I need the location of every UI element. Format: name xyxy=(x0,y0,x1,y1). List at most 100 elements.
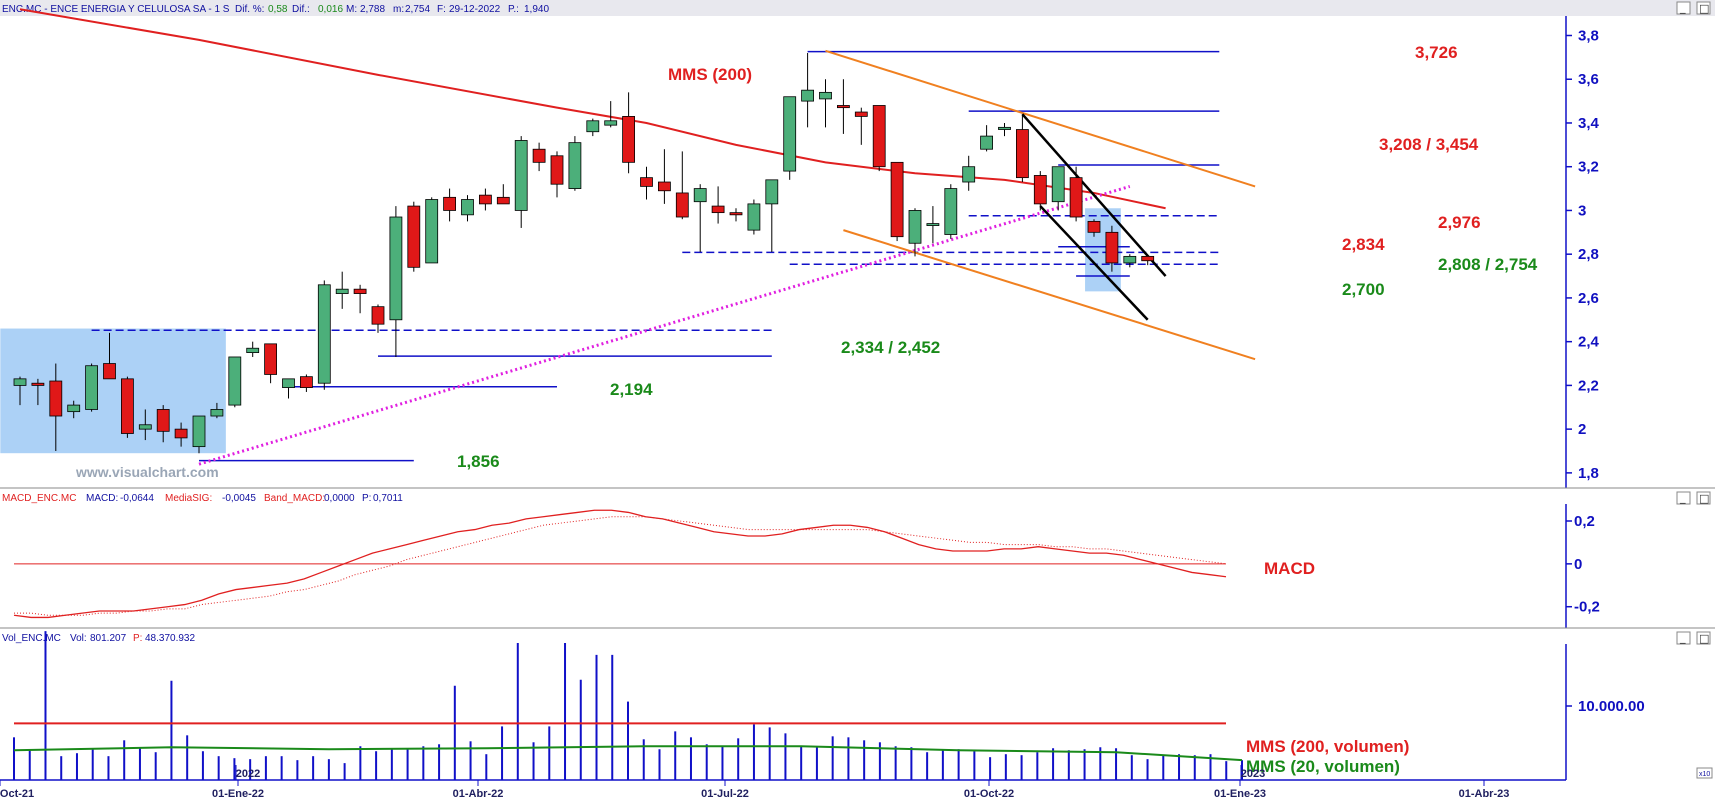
scale-corner-label: x10 xyxy=(1699,771,1710,778)
price-y-axis: 1,8 2 2,2 2,4 2,6 2,8 3 3,2 3,4 3,6 3,8 xyxy=(1566,27,1600,482)
label-mms200-vol: MMS (200, volumen) xyxy=(1246,737,1409,756)
label-2976: 2,976 xyxy=(1438,213,1481,232)
candle-body xyxy=(962,166,976,183)
channel-upper-line xyxy=(825,49,1256,188)
price-tick-label: 2,4 xyxy=(1578,334,1600,351)
candle-body xyxy=(801,89,814,102)
candle-body xyxy=(640,177,653,187)
price-tick-label: 3,4 xyxy=(1578,115,1600,132)
mms200-line xyxy=(19,8,1166,210)
price-header-p: 1,940 xyxy=(524,4,549,15)
candle-body xyxy=(425,199,439,264)
candle-body xyxy=(174,428,188,439)
vol-header-vol: 801.207 xyxy=(90,633,127,644)
macd-minimize-button[interactable] xyxy=(1676,491,1691,505)
candle-body xyxy=(747,203,761,231)
year-marker-label: 2022 xyxy=(236,768,260,780)
vol-minimize-icon: _ xyxy=(1679,631,1686,644)
price-header-difpct-label: Dif. %: xyxy=(235,4,264,15)
candle-body xyxy=(1123,255,1137,264)
vol-maximize-button[interactable] xyxy=(1696,631,1711,645)
price-window-buttons[interactable]: _ □ xyxy=(1676,1,1711,15)
watermark: www.visualchart.com xyxy=(75,464,219,480)
macd-header-sig: -0,0045 xyxy=(222,493,256,504)
price-tick-label: 2,8 xyxy=(1578,246,1599,263)
wedge-lower-line xyxy=(1039,205,1149,321)
candle-body xyxy=(711,205,725,214)
macd-tick-label: 0 xyxy=(1574,556,1582,573)
macd-header-sig-label: MediaSIG: xyxy=(165,493,212,504)
candle-body xyxy=(461,199,474,216)
macd-header-prefix: MACD_ENC.MC xyxy=(2,493,76,504)
price-tick-label: 1,8 xyxy=(1578,465,1599,482)
candle-body xyxy=(228,356,242,406)
price-tick-label: 3 xyxy=(1578,202,1586,219)
macd-header-macd-label: MACD: xyxy=(86,493,118,504)
vol-header-prefix: Vol_ENC.MC xyxy=(2,633,61,644)
price-header-max: 2,788 xyxy=(360,4,385,15)
candle-body xyxy=(944,188,958,235)
volume-bars xyxy=(13,631,1243,780)
candle-body xyxy=(872,105,886,168)
macd-header-band: 0,0000 xyxy=(324,493,355,504)
macd-header-band-label: Band_MACD: xyxy=(264,493,325,504)
price-tick-label: 3,2 xyxy=(1578,159,1599,176)
candle-body xyxy=(854,111,868,117)
candle-body xyxy=(371,306,385,325)
maximize-icon: □ xyxy=(1699,2,1709,15)
candles xyxy=(13,52,1155,454)
price-header-date-label: F: xyxy=(437,4,446,15)
label-1856: 1,856 xyxy=(457,452,500,471)
macd-header-p-label: P: xyxy=(362,493,371,504)
candle-body xyxy=(85,365,98,410)
date-tick-label: 01-Abr-22 xyxy=(453,788,504,799)
price-header-prefix: ENC.MC - ENCE ENERGIA Y CELULOSA SA - 1 … xyxy=(2,4,230,15)
maximize-button[interactable] xyxy=(1696,1,1711,15)
macd-maximize-icon: □ xyxy=(1699,492,1709,505)
macd-lines xyxy=(13,509,1227,619)
price-header-p-label: P.: xyxy=(508,4,519,15)
price-header-dif-label: Dif.: xyxy=(292,4,310,15)
price-tick-label: 2,2 xyxy=(1578,377,1599,394)
candle-body xyxy=(604,120,618,126)
candle-body xyxy=(1069,177,1083,218)
candle-body xyxy=(568,142,582,189)
macd-minimize-icon: _ xyxy=(1679,491,1686,504)
candle-body xyxy=(121,378,134,434)
candle-body xyxy=(586,120,600,133)
price-header-min: 2,754 xyxy=(405,4,430,15)
candle-body xyxy=(210,409,224,417)
candle-body xyxy=(282,378,295,388)
label-mms20-vol: MMS (20, volumen) xyxy=(1246,757,1400,776)
vol-minimize-button[interactable] xyxy=(1676,631,1691,645)
candle-body xyxy=(998,126,1011,130)
candle-body xyxy=(335,288,349,294)
macd-header-macd: -0,0644 xyxy=(120,493,154,504)
candle-body xyxy=(783,96,797,172)
date-tick-label: 01-Oct-21 xyxy=(0,788,34,799)
date-tick-label: 01-Jul-22 xyxy=(701,788,749,799)
label-macd: MACD xyxy=(1264,559,1315,578)
candle-body xyxy=(407,205,421,268)
candle-body xyxy=(675,192,689,218)
price-header-dif: 0,016 xyxy=(318,4,343,15)
channel-lower-line xyxy=(843,229,1256,361)
candle-body xyxy=(926,223,940,226)
mms20-volume-line xyxy=(13,745,1243,762)
minimize-button[interactable] xyxy=(1676,1,1691,15)
volume-panel: Vol_ENC.MC Vol: 801.207 P: 48.370.932 _ … xyxy=(2,631,1713,780)
price-tick-label: 3,6 xyxy=(1578,71,1599,88)
macd-panel: MACD_ENC.MC MACD: -0,0644 MediaSIG: -0,0… xyxy=(2,491,1711,628)
price-tick-label: 2,6 xyxy=(1578,290,1599,307)
candle-body xyxy=(980,135,993,150)
macd-line xyxy=(13,509,1227,619)
candle-body xyxy=(13,378,27,386)
candle-body xyxy=(478,194,492,205)
support-trend-line xyxy=(198,184,1131,466)
candle-body xyxy=(1141,255,1155,262)
price-tick-label: 2 xyxy=(1578,421,1586,438)
macd-maximize-button[interactable] xyxy=(1696,491,1711,505)
candle-body xyxy=(1016,129,1029,179)
candle-body xyxy=(103,363,116,380)
label-2808-2754: 2,808 / 2,754 xyxy=(1438,255,1538,274)
